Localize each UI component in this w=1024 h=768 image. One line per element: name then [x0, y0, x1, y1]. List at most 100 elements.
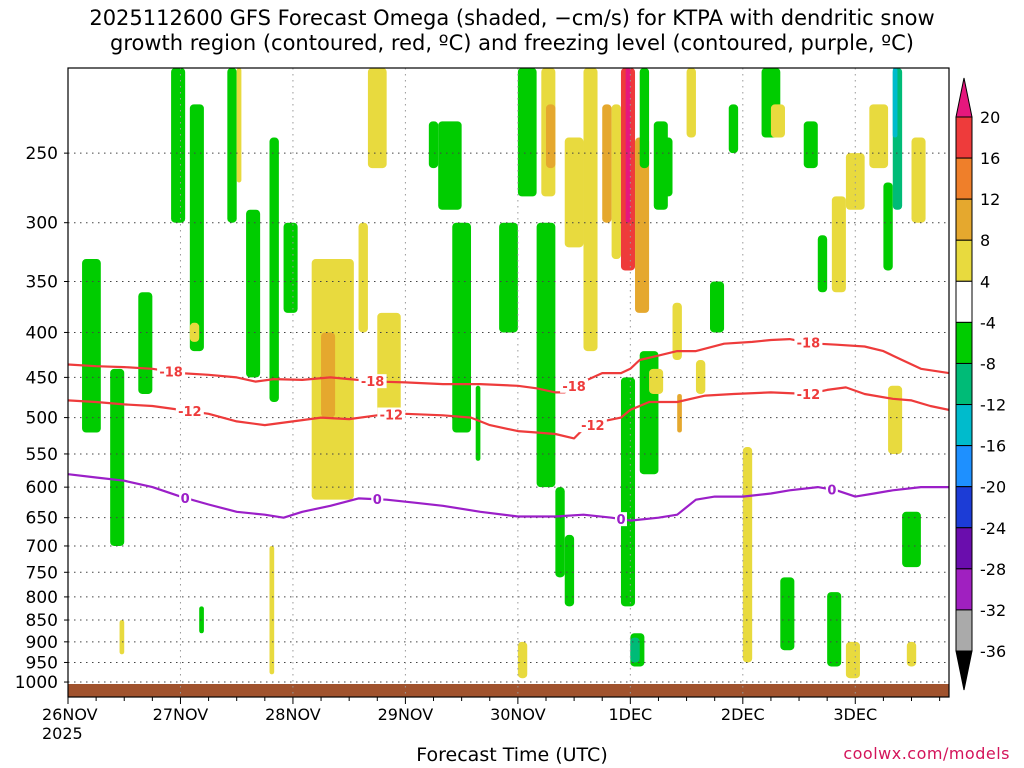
- colorbar-top-arrow: [955, 77, 973, 118]
- y-tick-label: 400: [26, 323, 58, 343]
- omega-shaded-region: [82, 259, 101, 433]
- omega-shaded-region: [845, 153, 865, 210]
- colorbar-band: [955, 239, 973, 282]
- omega-shaded-region: [517, 68, 537, 197]
- omega-shaded-region: [499, 222, 518, 333]
- omega-shaded-region: [227, 68, 237, 223]
- colorbar-tick-label: -20: [980, 478, 1006, 497]
- colorbar-band: [955, 609, 973, 652]
- y-tick-label: 650: [26, 509, 58, 529]
- omega-shaded-region: [321, 332, 336, 418]
- omega-shaded-region: [649, 368, 664, 394]
- omega-shaded-region: [283, 222, 298, 313]
- omega-shaded-region: [110, 368, 125, 546]
- contour-label: -12: [581, 419, 605, 434]
- y-tick-label: 550: [26, 445, 58, 465]
- omega-shaded-region: [728, 104, 739, 154]
- chart-title: 2025112600 GFS Forecast Omega (shaded, −…: [0, 6, 1024, 56]
- omega-shaded-region: [780, 577, 795, 651]
- omega-shaded-region: [189, 104, 204, 352]
- omega-shaded-region: [817, 235, 828, 293]
- chart-title-line-1: 2025112600 GFS Forecast Omega (shaded, −…: [89, 6, 935, 30]
- omega-shaded-region: [639, 68, 650, 169]
- colorbar-tick-label: -36: [980, 642, 1006, 661]
- y-tick-label: 800: [26, 588, 58, 608]
- colorbar-band: [955, 280, 973, 323]
- y-tick-label: 250: [26, 144, 58, 164]
- omega-shaded-region: [902, 511, 921, 568]
- y-tick-label: 1000: [15, 673, 58, 693]
- ground-surface: [68, 684, 949, 697]
- omega-shaded-region: [770, 104, 785, 138]
- omega-shading: [82, 68, 926, 679]
- omega-shaded-region: [831, 196, 846, 293]
- x-axis-title: Forecast Time (UTC): [416, 744, 608, 766]
- omega-shaded-region: [564, 137, 584, 248]
- omega-shaded-region: [119, 620, 125, 655]
- x-tick-label: 26NOV: [42, 705, 98, 724]
- x-tick-label: 2DEC: [721, 705, 765, 724]
- omega-shaded-region: [545, 104, 556, 169]
- omega-shaded-region: [246, 209, 261, 378]
- omega-shaded-region: [635, 137, 650, 313]
- omega-shaded-region: [695, 360, 706, 394]
- contour-label-bg: [175, 404, 204, 419]
- ground-band: [68, 684, 949, 697]
- omega-shaded-region: [555, 487, 565, 578]
- colorbar-band: [955, 568, 973, 611]
- omega-shaded-region: [672, 302, 682, 361]
- omega-shaded-region: [710, 281, 725, 333]
- omega-shaded-region: [138, 292, 153, 394]
- chart-title-line-2: growth region (contoured, red, ºC) and f…: [110, 31, 914, 55]
- colorbar-tick-label: -32: [980, 601, 1006, 620]
- colorbar-tick-label: -24: [980, 519, 1006, 538]
- contour-label: 0: [181, 492, 190, 507]
- contour-line: [68, 386, 949, 440]
- contour-label-bg: [794, 386, 823, 401]
- colorbar-tick-label: -4: [980, 313, 996, 332]
- contour-label-bg: [157, 364, 186, 379]
- y-tick-label: 950: [26, 653, 58, 673]
- x-tick-label: 30NOV: [490, 705, 546, 724]
- contour-label-bg: [825, 482, 838, 497]
- colorbar-tick-label: 4: [980, 272, 990, 291]
- y-tick-label: 600: [26, 478, 58, 498]
- colorbar-tick-label: 20: [980, 108, 1000, 127]
- contour-label-bg: [578, 418, 607, 433]
- x-tick-label: 1DEC: [608, 705, 652, 724]
- contour-label-bg: [179, 490, 192, 505]
- colorbar-band: [955, 445, 973, 488]
- omega-shaded-region: [845, 641, 860, 679]
- omega-shaded-region: [583, 68, 598, 352]
- y-tick-label: 700: [26, 537, 58, 557]
- colorbar-tick-label: -16: [980, 437, 1006, 456]
- omega-shaded-region: [367, 68, 387, 169]
- omega-shaded-region: [428, 121, 439, 169]
- colorbar-band: [955, 486, 973, 529]
- omega-shaded-region: [452, 222, 472, 433]
- contour-label-bg: [358, 374, 387, 389]
- y-tick-label: 500: [26, 409, 58, 429]
- y-tick-label: 300: [26, 214, 58, 234]
- omega-shaded-region: [269, 137, 279, 403]
- colorbar-tick-label: -8: [980, 354, 996, 373]
- colorbar-band: [955, 362, 973, 406]
- omega-shaded-region: [869, 104, 889, 169]
- contour-label: -18: [797, 336, 821, 351]
- omega-shaded-region: [377, 312, 401, 418]
- y-tick-label: 900: [26, 633, 58, 653]
- omega-shaded-region: [911, 137, 926, 223]
- omega-shaded-region: [892, 68, 898, 138]
- omega-shaded-region: [827, 592, 842, 667]
- omega-shaded-region: [358, 222, 368, 333]
- contour-label: -18: [361, 375, 385, 390]
- contour-label: -18: [562, 380, 586, 395]
- x-tick-label: 27NOV: [153, 705, 209, 724]
- omega-shaded-region: [536, 222, 556, 488]
- source-credit-link[interactable]: coolwx.com/models: [843, 744, 1010, 763]
- omega-shaded-region: [236, 68, 242, 183]
- omega-shaded-region: [517, 641, 528, 679]
- colorbar-tick-label: 12: [980, 190, 1000, 209]
